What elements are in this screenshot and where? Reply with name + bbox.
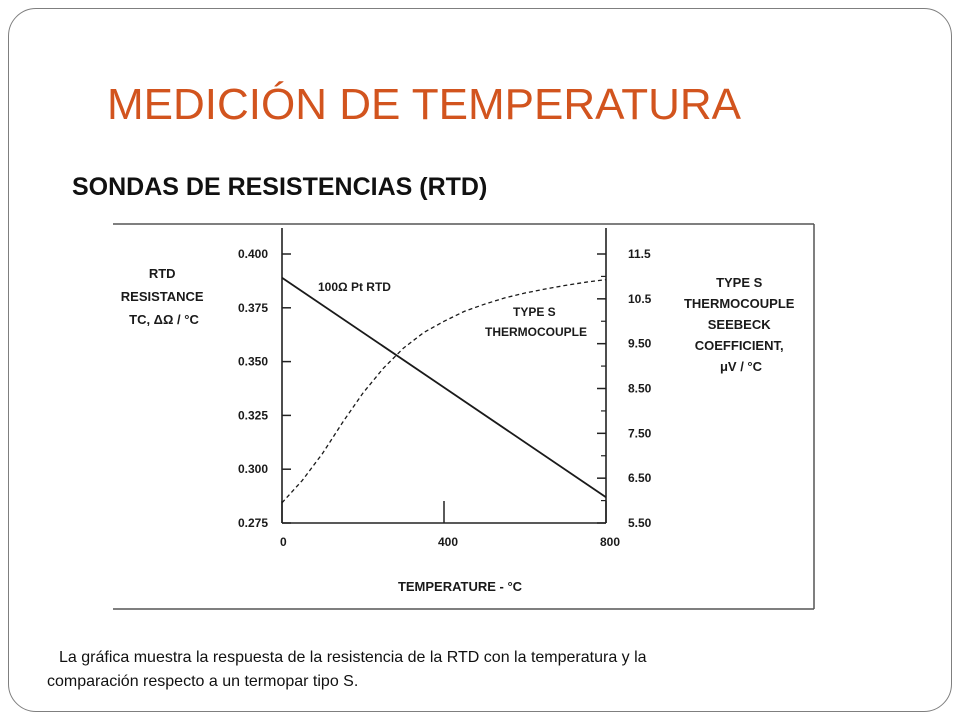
y-right-tick-label: 9.50 [628, 337, 652, 351]
y-right-label-line: SEEBECK [708, 317, 771, 332]
series-line-rtd [281, 276, 607, 498]
y-left-label-line: RESISTANCE [121, 289, 204, 304]
caption-line: La gráfica muestra la respuesta de la re… [59, 649, 647, 666]
series-label-rtd: 100Ω Pt RTD [318, 280, 391, 294]
x-tick-label: 800 [600, 535, 620, 549]
series-layer [281, 276, 607, 504]
slide-frame [8, 8, 952, 712]
y-right-tick-label: 7.50 [628, 426, 652, 440]
y-right-tick-label: 8.50 [628, 382, 652, 396]
y-left-tick-label: 0.300 [238, 462, 268, 476]
right-axis-ticks: 11.5 10.5 9.50 8.50 7.50 6.50 5.50 [597, 247, 652, 530]
y-left-label: RTD RESISTANCE TC, ΔΩ / °C [121, 266, 207, 327]
y-right-tick-label: 10.5 [628, 292, 652, 306]
y-left-tick-label: 0.350 [238, 355, 268, 369]
y-right-tick-label: 6.50 [628, 471, 652, 485]
y-left-label-line: RTD [149, 266, 176, 281]
x-tick-label: 0 [280, 535, 287, 549]
x-axis-ticks: 0 400 800 [280, 501, 620, 549]
series-label-thermocouple: TYPE S THERMOCOUPLE [485, 305, 587, 339]
y-right-label-line: TYPE S [716, 275, 763, 290]
series-label-line: TYPE S [513, 305, 556, 319]
y-right-label-line: COEFFICIENT, [695, 338, 784, 353]
slide-title: MEDICIÓN DE TEMPERATURA [107, 80, 741, 129]
y-left-tick-label: 0.325 [238, 408, 268, 422]
x-axis-label: TEMPERATURE - °C [398, 579, 523, 594]
y-left-tick-label: 0.400 [238, 247, 268, 261]
y-right-tick-label: 11.5 [628, 247, 651, 261]
y-right-label-line: μV / °C [720, 359, 763, 374]
series-label-line: 100Ω Pt RTD [318, 280, 391, 294]
caption-line: comparación respecto a un termopar tipo … [47, 673, 359, 690]
y-right-label-line: THERMOCOUPLE [684, 296, 795, 311]
x-tick-label: 400 [438, 535, 458, 549]
caption: La gráfica muestra la respuesta de la re… [47, 646, 927, 694]
series-line-thermocouple [281, 278, 607, 504]
slide-subtitle: SONDAS DE RESISTENCIAS (RTD) [72, 173, 488, 201]
series-label-line: THERMOCOUPLE [485, 325, 587, 339]
left-axis-ticks: 0.400 0.375 0.350 0.325 0.300 0.275 [238, 247, 291, 530]
y-left-tick-label: 0.275 [238, 516, 268, 530]
y-left-tick-label: 0.375 [238, 301, 268, 315]
y-left-label-line: TC, ΔΩ / °C [129, 312, 199, 327]
y-right-tick-label: 5.50 [628, 516, 652, 530]
y-right-label: TYPE S THERMOCOUPLE SEEBECK COEFFICIENT,… [684, 275, 798, 374]
